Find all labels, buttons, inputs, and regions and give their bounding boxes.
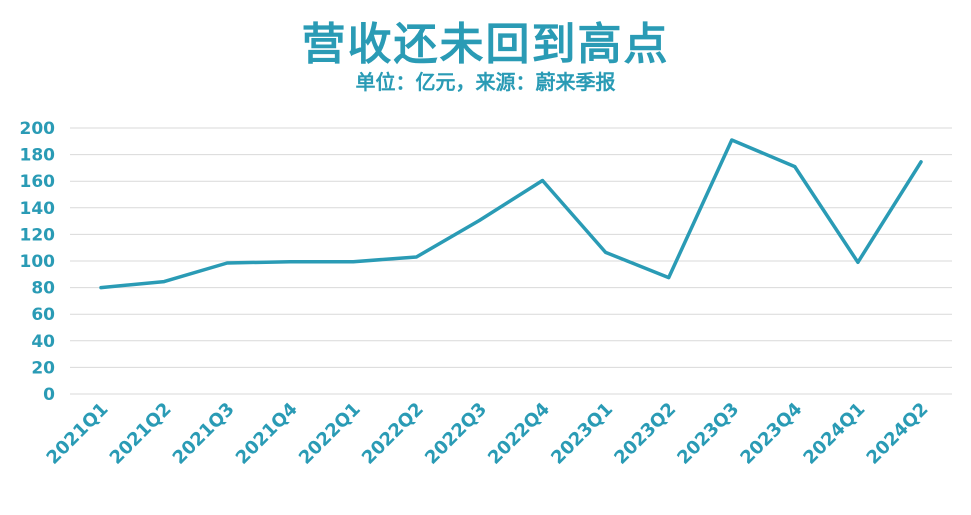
y-tick-label-40: 40: [31, 332, 55, 352]
x-tick-label-2024Q1: 2024Q1: [799, 399, 869, 469]
x-tick-label-2021Q3: 2021Q3: [169, 399, 239, 469]
data-point-2024Q1: [856, 260, 860, 264]
data-point-2022Q2: [414, 255, 418, 259]
y-tick-label-200: 200: [20, 119, 56, 139]
y-tick-label-0: 0: [43, 385, 55, 405]
y-tick-label-60: 60: [31, 305, 55, 325]
x-tick-label-2023Q2: 2023Q2: [610, 399, 680, 469]
data-point-2023Q2: [667, 276, 671, 280]
y-tick-label-140: 140: [20, 199, 56, 219]
data-point-2021Q1: [99, 286, 103, 290]
y-tick-label-180: 180: [20, 146, 56, 166]
data-point-2022Q1: [351, 260, 355, 264]
y-tick-label-100: 100: [20, 252, 56, 272]
x-tick-label-2022Q1: 2022Q1: [295, 399, 365, 469]
x-tick-label-2022Q4: 2022Q4: [484, 399, 554, 469]
data-point-2023Q3: [730, 138, 734, 142]
chart-subtitle: 单位：亿元，来源：蔚来季报: [355, 70, 616, 94]
y-tick-label-80: 80: [31, 279, 55, 299]
x-tick-label-2021Q1: 2021Q1: [43, 399, 113, 469]
data-point-2022Q3: [477, 218, 481, 222]
data-point-2024Q2: [919, 160, 923, 164]
y-tick-label-20: 20: [31, 358, 55, 378]
x-tick-label-2022Q2: 2022Q2: [358, 399, 428, 469]
data-point-2023Q1: [604, 250, 608, 254]
x-tick-label-2022Q3: 2022Q3: [421, 399, 491, 469]
x-tick-label-2023Q1: 2023Q1: [547, 399, 617, 469]
x-tick-label-2023Q3: 2023Q3: [673, 399, 743, 469]
series-line-0: [99, 138, 923, 290]
data-point-2023Q4: [793, 165, 797, 169]
x-tick-label-2021Q2: 2021Q2: [106, 399, 176, 469]
chart-title: 营收还未回到高点: [301, 19, 670, 70]
x-tick-label-2024Q2: 2024Q2: [863, 399, 933, 469]
x-tick-label-2023Q4: 2023Q4: [736, 399, 806, 469]
x-tick-label-2021Q4: 2021Q4: [232, 399, 302, 469]
y-tick-label-120: 120: [20, 225, 56, 245]
data-point-2021Q4: [288, 260, 292, 264]
data-point-2021Q2: [162, 280, 166, 284]
y-tick-label-160: 160: [20, 172, 56, 192]
data-point-2021Q3: [225, 261, 229, 265]
data-point-2022Q4: [541, 179, 545, 183]
